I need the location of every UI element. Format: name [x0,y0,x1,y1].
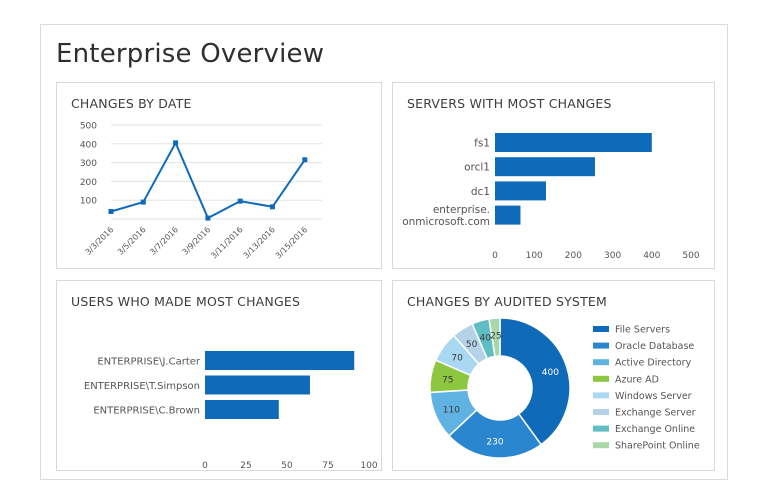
slice-value-label: 110 [443,406,460,416]
bar [495,157,595,177]
legend-label: Oracle Database [615,341,694,352]
bar [205,375,310,395]
x-tick-label: 75 [322,461,333,471]
x-tick-label: 0 [492,251,498,261]
category-label: enterprise. [433,204,490,216]
bar [205,351,355,370]
changes-by-audited-system-panel: CHANGES BY AUDITED SYSTEM 400 230 110 75 70 5… [392,280,715,471]
x-tick-label: 3/9/2016 [181,225,213,257]
y-tick-label: 300 [80,159,97,169]
category-label: ENTERPRISE\C.Brown [93,406,200,417]
x-tick-label: 3/7/2016 [148,225,180,257]
legend-label: Windows Server [615,391,692,402]
slice-value-label: 75 [442,375,453,385]
legend-swatch [593,342,609,349]
category-label: orcl1 [464,162,490,174]
data-point [108,208,114,214]
slice-value-label: 25 [490,332,501,342]
users-who-made-most-changes-panel: USERS WHO MADE MOST CHANGES 0 25 50 75 100 EN… [56,280,382,471]
x-tick-label: 50 [281,461,293,471]
x-tick-label: 3/13/2016 [242,225,277,260]
slice-value-label: 40 [479,334,491,344]
legend-swatch [593,442,609,449]
x-tick-label: 3/11/2016 [209,225,244,260]
x-tick-label: 400 [643,251,660,261]
legend-label: Active Directory [615,358,692,369]
x-tick-label: 200 [565,251,582,261]
bar [495,205,521,225]
x-tick-label: 0 [202,461,208,471]
x-tick-label: 300 [604,251,621,261]
legend-label: Azure AD [615,374,659,385]
changes-by-date-title: CHANGES BY DATE [71,96,192,111]
servers-with-most-changes-panel: SERVERS WITH MOST CHANGES 0 100 200 300 400 5… [392,82,715,269]
servers-with-most-changes-title: SERVERS WITH MOST CHANGES [407,96,612,111]
legend-swatch [593,326,609,332]
data-point [173,140,179,146]
data-point [302,157,308,163]
slice-value-label: 70 [451,353,463,363]
legend-swatch [593,425,609,432]
legend-swatch [593,359,609,366]
x-tick-label: 100 [526,251,543,261]
category-label: ENTERPRISE\T.Simpson [84,381,200,392]
legend-swatch [593,375,609,382]
users-who-made-most-changes-title: USERS WHO MADE MOST CHANGES [71,294,301,309]
changes-by-audited-system-title: CHANGES BY AUDITED SYSTEM [407,294,607,309]
x-tick-label: 100 [360,461,377,471]
page-title: Enterprise Overview [56,39,325,69]
legend-label: SharePoint Online [615,441,700,452]
legend-swatch [593,392,609,399]
y-tick-label: 200 [80,178,97,188]
users-who-made-most-changes-chart: 0 25 50 75 100 ENTERPRISE\J.Carter ENTERPRISE\… [84,351,378,471]
category-label: ENTERPRISE\J.Carter [97,357,201,368]
legend-label: Exchange Online [615,424,695,435]
y-tick-label: 400 [80,140,97,150]
x-tick-label: 3/15/2016 [274,225,309,260]
bar [205,400,279,419]
donut-slice [499,317,571,446]
y-tick-label: 500 [80,122,97,132]
bar [495,181,546,201]
donut-slice [488,317,501,358]
donut-slice [447,408,543,459]
legend-swatch [593,409,609,415]
series-line [110,140,306,220]
legend-label: Exchange Server [615,408,696,419]
dashboard: Enterprise Overview CHANGES BY DATE 100 2… [40,24,728,480]
data-point [270,204,275,210]
y-tick-label: 100 [80,197,97,207]
data-point [237,198,243,204]
x-tick-label: 25 [240,461,251,471]
data-point [140,199,146,205]
x-tick-label: 3/3/2016 [84,225,116,257]
servers-with-most-changes-chart: 0 100 200 300 400 500 fs1 orcl1 dc1 enterprise.on… [402,133,700,261]
category-label: fs1 [474,138,490,150]
legend-label: File Servers [615,325,670,336]
slice-value-label: 400 [542,368,559,378]
bar [495,133,652,152]
category-label: dc1 [471,186,490,198]
category-label: onmicrosoft.com [402,216,490,228]
x-tick-label: 500 [682,251,699,261]
data-point [205,215,211,221]
slice-value-label: 230 [486,437,503,447]
changes-by-date-panel: CHANGES BY DATE 100 200 300 400 500 3/3/2016 3… [56,82,382,269]
slice-value-label: 50 [466,340,478,350]
x-tick-label: 3/5/2016 [116,225,148,257]
